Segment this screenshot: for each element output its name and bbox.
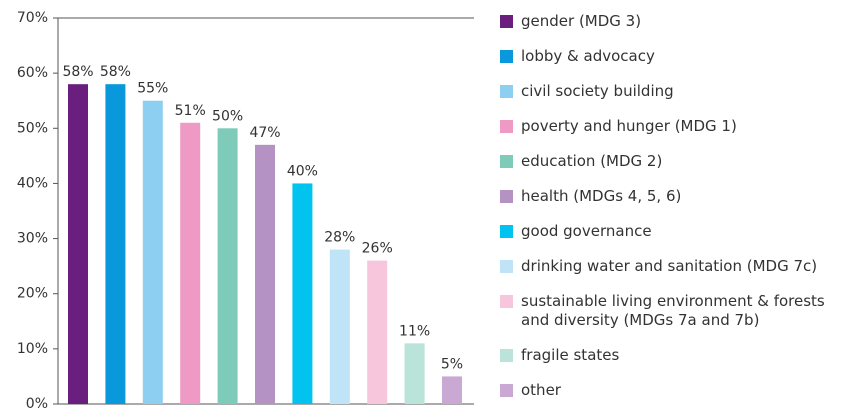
- bar: [142, 100, 163, 404]
- legend-item: civil society building: [500, 82, 830, 101]
- legend-item: drinking water and sanitation (MDG 7c): [500, 257, 830, 276]
- y-tick-label: 10%: [17, 341, 48, 357]
- legend-item: other: [500, 381, 830, 400]
- bar: [217, 128, 238, 405]
- y-tick-label: 60%: [17, 65, 48, 81]
- data-label: 50%: [212, 108, 243, 124]
- data-label: 26%: [362, 241, 393, 257]
- y-tick-label: 50%: [17, 120, 48, 136]
- legend-label: civil society building: [521, 82, 674, 100]
- legend-label: drinking water and sanitation (MDG 7c): [521, 257, 818, 275]
- legend-item: poverty and hunger (MDG 1): [500, 117, 830, 136]
- bar: [367, 260, 388, 404]
- bar: [68, 84, 88, 405]
- legend-swatch: [500, 50, 513, 63]
- legend-swatch: [500, 15, 513, 28]
- data-label: 40%: [287, 163, 318, 179]
- legend-label: fragile states: [521, 346, 620, 364]
- legend-swatch: [500, 120, 513, 133]
- legend-item: education (MDG 2): [500, 152, 830, 171]
- data-label: 51%: [175, 103, 206, 119]
- data-label: 58%: [100, 64, 131, 80]
- data-label: 55%: [137, 81, 168, 97]
- legend-label: education (MDG 2): [521, 152, 663, 170]
- legend-item: health (MDGs 4, 5, 6): [500, 187, 830, 206]
- legend-swatch: [500, 225, 513, 238]
- legend: gender (MDG 3) lobby & advocacy civil soci…: [500, 12, 830, 400]
- y-tick-label: 30%: [17, 231, 48, 247]
- data-label: 5%: [441, 356, 463, 372]
- y-tick-label: 40%: [17, 175, 48, 191]
- bar: [180, 122, 201, 405]
- bar: [404, 343, 425, 404]
- data-label: 28%: [324, 230, 355, 246]
- legend-swatch: [500, 155, 513, 168]
- legend-swatch: [500, 295, 513, 308]
- bar: [442, 376, 462, 404]
- legend-item: good governance: [500, 222, 830, 241]
- legend-label: gender (MDG 3): [521, 12, 642, 30]
- legend-swatch: [500, 349, 513, 362]
- bar: [105, 84, 126, 405]
- y-tick-label: 20%: [17, 286, 48, 302]
- legend-swatch: [500, 260, 513, 273]
- legend-swatch: [500, 85, 513, 98]
- y-tick-label: 0%: [26, 396, 48, 410]
- bar: [255, 144, 275, 405]
- bar: [292, 183, 313, 404]
- data-label: 47%: [249, 125, 280, 141]
- legend-item: fragile states: [500, 346, 830, 365]
- legend-item: lobby & advocacy: [500, 47, 830, 66]
- legend-label: good governance: [521, 222, 652, 240]
- legend-label: other: [521, 381, 561, 399]
- data-label: 58%: [62, 64, 93, 80]
- legend-swatch: [500, 384, 513, 397]
- bar: [329, 249, 350, 404]
- legend-label: poverty and hunger (MDG 1): [521, 117, 737, 135]
- legend-label: lobby & advocacy: [521, 47, 655, 65]
- legend-swatch: [500, 190, 513, 203]
- data-label: 11%: [399, 323, 430, 339]
- legend-item: sustainable living environment & forests…: [500, 292, 830, 330]
- legend-item: gender (MDG 3): [500, 12, 830, 31]
- y-tick-label: 70%: [17, 10, 48, 26]
- legend-label: health (MDGs 4, 5, 6): [521, 187, 682, 205]
- legend-label: sustainable living environment & forests…: [521, 292, 825, 329]
